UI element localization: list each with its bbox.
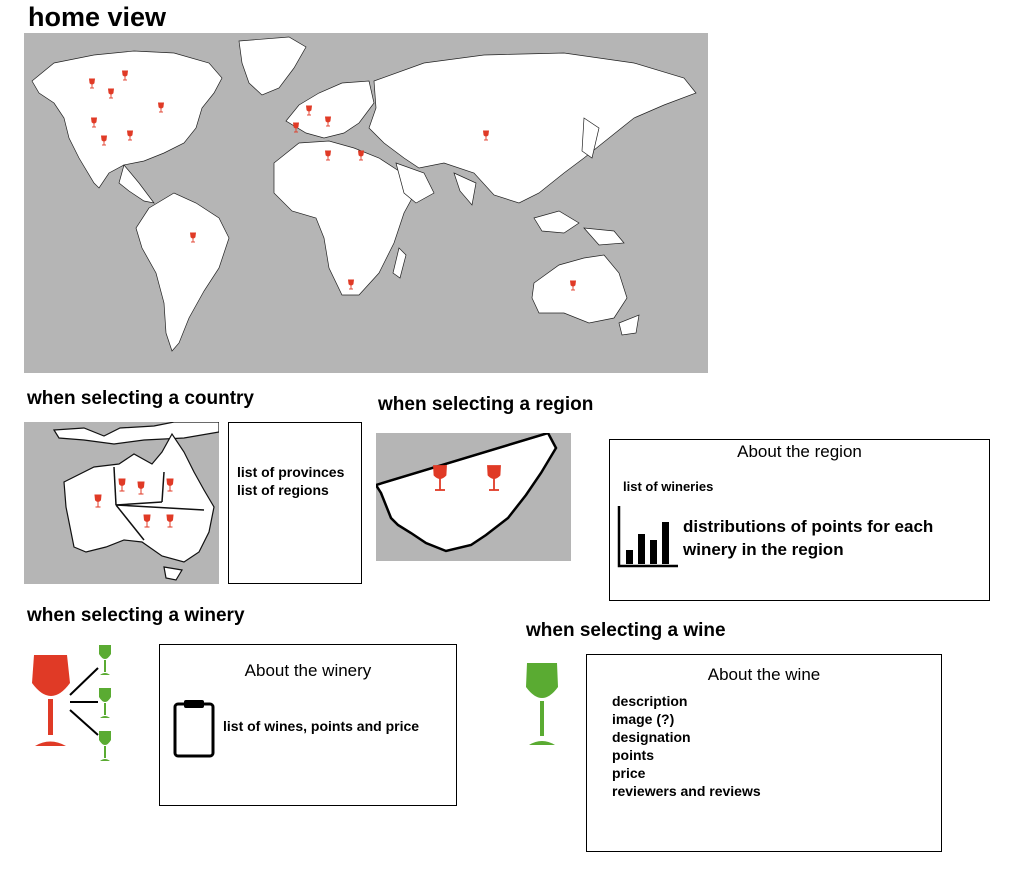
region-panel-title: About the region	[737, 442, 862, 461]
page-title: home view	[28, 2, 167, 32]
wine-field-image: image (?)	[612, 711, 675, 727]
chart-caption-line1: distributions of points for each	[683, 517, 934, 536]
country-heading: when selecting a country	[27, 388, 254, 409]
country-panel: list of provinces list of regions	[228, 422, 362, 584]
winery-heading: when selecting a winery	[27, 605, 245, 626]
green-wine-glass-icon[interactable]	[97, 687, 113, 719]
wine-heading: when selecting a wine	[526, 620, 726, 641]
country-map[interactable]	[24, 422, 219, 584]
wines-list-label: list of wines, points and price	[223, 718, 420, 734]
world-map[interactable]	[24, 33, 708, 373]
regions-list-label: list of regions	[237, 482, 329, 498]
green-wine-glass-icon[interactable]	[97, 644, 113, 676]
chart-caption-line2: winery in the region	[683, 540, 844, 559]
wine-field-designation: designation	[612, 729, 691, 745]
wine-panel-title: About the wine	[707, 665, 821, 684]
winery-connector-lines	[68, 660, 102, 745]
wine-field-points: points	[612, 747, 654, 763]
region-shape	[376, 433, 558, 553]
provinces-list-label: list of provinces	[237, 464, 345, 480]
wine-field-description: description	[612, 693, 688, 709]
australia-map	[52, 422, 219, 581]
map-markers	[88, 70, 577, 291]
clipboard-icon	[172, 699, 216, 759]
region-map[interactable]	[376, 433, 571, 561]
green-wine-glass-icon[interactable]	[97, 730, 113, 762]
wine-panel: About the wine description image (?) des…	[586, 654, 942, 852]
region-heading: when selecting a region	[378, 394, 594, 415]
region-panel: About the region list of wineries distri…	[609, 439, 990, 601]
green-wine-glass-icon	[524, 661, 560, 747]
winery-panel: About the winery list of wines, points a…	[159, 644, 457, 806]
red-wine-glass-icon	[30, 653, 72, 749]
winery-panel-title: About the winery	[244, 661, 372, 680]
wine-field-price: price	[612, 765, 646, 781]
wineries-list-label: list of wineries	[623, 479, 714, 494]
wine-field-reviewers: reviewers and reviews	[612, 783, 761, 799]
world-map-land	[31, 36, 697, 352]
bar-chart-icon	[616, 506, 680, 570]
